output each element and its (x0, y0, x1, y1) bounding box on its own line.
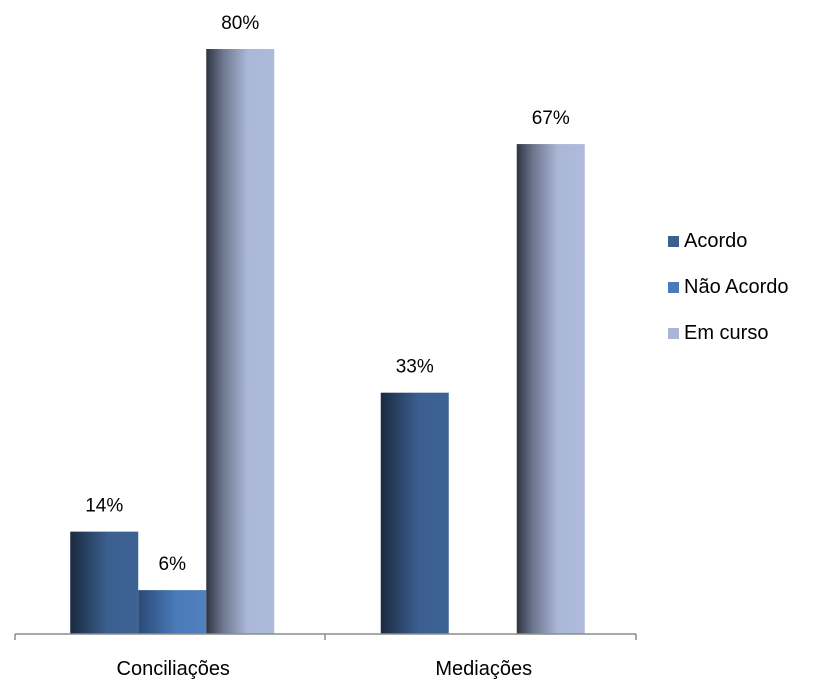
x-tick-label-conciliacoes: Conciliações (117, 658, 230, 680)
bars-group (70, 49, 585, 634)
legend-label: Em curso (684, 321, 769, 344)
legend-swatch-em-curso (668, 327, 679, 339)
legend-item-acordo: Acordo (668, 226, 789, 256)
x-tick-labels-group: Conciliações Mediações (117, 658, 533, 680)
data-label-conciliacoes-nao-acordo: 6% (159, 554, 187, 575)
legend-swatch-nao-acordo (668, 281, 679, 293)
bar-mediacoes-em-curso (516, 144, 585, 634)
bar-mediacoes-acordo (380, 392, 449, 634)
data-labels-group: 14% 6% 80% 33% 67% (85, 13, 570, 575)
legend-swatch-acordo (668, 235, 679, 247)
x-tick-label-mediacoes: Mediações (435, 658, 532, 680)
legend-item-em-curso: Em curso (668, 318, 789, 348)
legend-item-nao-acordo: Não Acordo (668, 272, 789, 302)
data-label-mediacoes-acordo: 33% (396, 357, 434, 378)
legend: Acordo Não Acordo Em curso (668, 226, 789, 364)
data-label-conciliacoes-acordo: 14% (85, 496, 123, 517)
bar-conciliacoes-em-curso (206, 49, 275, 634)
legend-label: Acordo (684, 229, 748, 252)
data-label-conciliacoes-em-curso: 80% (221, 13, 259, 34)
bar-conciliacoes-nao-acordo (138, 590, 207, 634)
bar-conciliacoes-acordo (70, 531, 139, 634)
legend-label: Não Acordo (684, 275, 789, 298)
data-label-mediacoes-em-curso: 67% (532, 108, 570, 129)
